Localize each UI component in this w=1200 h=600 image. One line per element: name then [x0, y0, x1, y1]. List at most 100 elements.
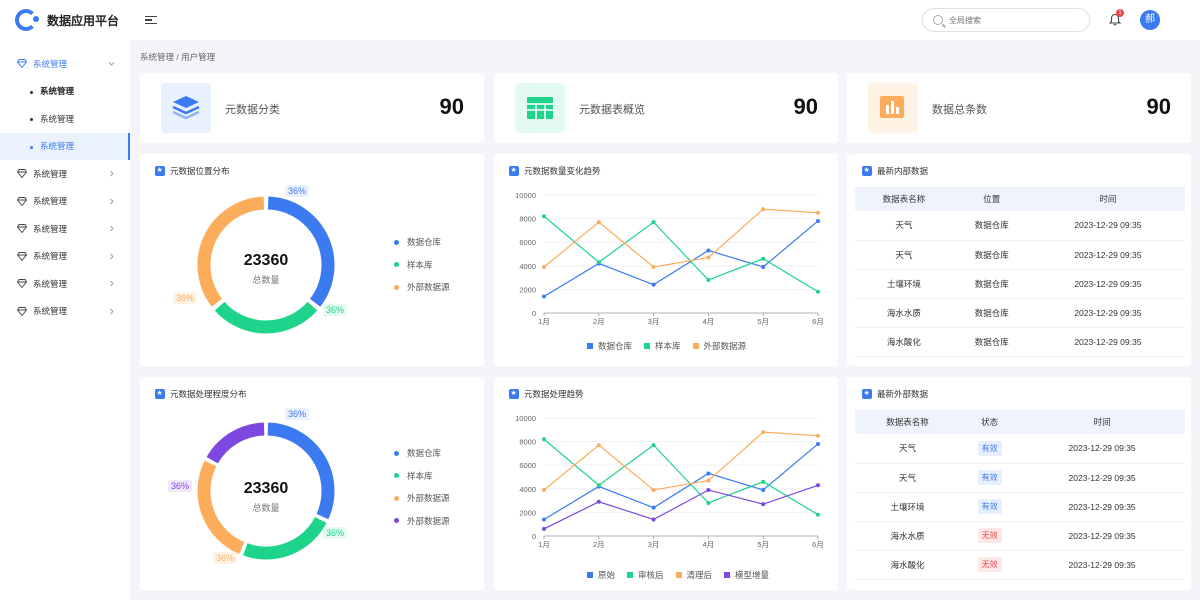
- sidebar-group[interactable]: 系统管理: [0, 215, 130, 243]
- data-point[interactable]: [761, 207, 766, 212]
- table-row[interactable]: 天气 有效 2023-12-29 09:35: [855, 463, 1185, 493]
- donut-slice[interactable]: [197, 460, 245, 555]
- donut-total-label: 总数量: [252, 275, 280, 285]
- sidebar-group[interactable]: 系统管理: [0, 243, 130, 271]
- data-point[interactable]: [542, 437, 546, 442]
- data-point[interactable]: [651, 517, 656, 522]
- data-point[interactable]: [761, 256, 766, 261]
- data-point[interactable]: [706, 478, 711, 483]
- pct-label: 36%: [323, 527, 348, 539]
- sidebar-subitem-active[interactable]: 系统管理: [0, 132, 130, 160]
- data-point[interactable]: [816, 512, 820, 517]
- donut-slice[interactable]: [267, 422, 335, 520]
- donut-total: 23360: [243, 480, 289, 497]
- data-point[interactable]: [816, 433, 820, 438]
- table-cell: 海水酸化: [855, 550, 960, 580]
- y-tick-label: 8000: [519, 438, 536, 447]
- notification-bell-icon[interactable]: 1: [1109, 9, 1124, 26]
- line-chart-process: 0 2000 4000 6000 8000 10000 1月 2月 3月 4月 5月 6月: [515, 414, 824, 549]
- data-point[interactable]: [816, 289, 820, 294]
- external-data-table: 数据表名称 状态 时间 天气 有效 2023-12-29 09:35 天气 有效 2023-12…: [855, 410, 1185, 580]
- sidebar-subitem[interactable]: 系统管理: [0, 105, 130, 133]
- avatar[interactable]: 郝: [1140, 10, 1160, 30]
- app-logo[interactable]: 数据应用平台: [15, 9, 119, 31]
- data-point[interactable]: [596, 483, 601, 488]
- data-point[interactable]: [761, 487, 766, 492]
- data-point[interactable]: [542, 264, 546, 269]
- table-row[interactable]: 海水酸化 数据仓库 2023-12-29 09:35: [855, 327, 1185, 357]
- table-row[interactable]: 土壤环境 有效 2023-12-29 09:35: [855, 492, 1185, 522]
- status-cell: 有效: [959, 492, 1020, 522]
- donut-slice[interactable]: [197, 196, 265, 307]
- data-point[interactable]: [542, 294, 546, 299]
- legend: 数据仓库 样本库 外部数据源: [587, 340, 758, 352]
- data-point[interactable]: [706, 500, 711, 505]
- data-point[interactable]: [706, 471, 711, 476]
- data-point[interactable]: [761, 502, 766, 507]
- menu-toggle-icon[interactable]: [145, 15, 158, 25]
- data-point[interactable]: [651, 505, 656, 510]
- sidebar-group[interactable]: 系统管理: [0, 160, 130, 188]
- logo-icon: [15, 9, 39, 31]
- legend: 数据仓库 样本库 外部数据源 外部数据源: [394, 442, 450, 532]
- data-point[interactable]: [651, 220, 656, 225]
- sidebar-group-label: 系统管理: [33, 223, 68, 234]
- data-point[interactable]: [542, 487, 546, 492]
- stat-card-tables: 元数据表概览 90: [494, 73, 838, 143]
- table-header: 数据表名称: [855, 187, 953, 211]
- sidebar-group[interactable]: 系统管理: [0, 270, 130, 298]
- data-point[interactable]: [761, 430, 766, 435]
- sidebar-group[interactable]: 系统管理: [0, 188, 130, 216]
- table-row[interactable]: 天气 数据仓库 2023-12-29 09:35: [855, 240, 1185, 270]
- data-point[interactable]: [542, 517, 546, 522]
- data-point[interactable]: [706, 248, 711, 253]
- data-point[interactable]: [651, 264, 656, 269]
- data-point[interactable]: [816, 441, 820, 446]
- chevron-right-icon: [110, 198, 114, 204]
- table-header: 数据表名称: [855, 410, 960, 434]
- data-point[interactable]: [706, 277, 711, 282]
- donut-slice[interactable]: [267, 196, 335, 307]
- y-tick-label: 10000: [515, 414, 536, 423]
- data-point[interactable]: [596, 260, 601, 265]
- table-row[interactable]: 海水酸化 无效 2023-12-29 09:35: [855, 550, 1185, 580]
- donut-slice[interactable]: [214, 301, 318, 334]
- table-row[interactable]: 海水水质 无效 2023-12-29 09:35: [855, 521, 1185, 551]
- data-point[interactable]: [596, 499, 601, 504]
- donut-slice[interactable]: [243, 516, 327, 560]
- data-point[interactable]: [596, 220, 601, 225]
- table-row[interactable]: 海水水质 数据仓库 2023-12-29 09:35: [855, 298, 1185, 328]
- status-badge: 有效: [977, 499, 1002, 514]
- data-point[interactable]: [651, 282, 656, 287]
- data-point[interactable]: [542, 214, 546, 219]
- data-point[interactable]: [651, 443, 656, 448]
- donut-slice[interactable]: [206, 422, 265, 464]
- table-row[interactable]: 土壤环境 数据仓库 2023-12-29 09:35: [855, 269, 1185, 299]
- table-cell: 数据仓库: [952, 211, 1031, 241]
- legend-item: 样本库: [644, 340, 681, 352]
- data-point[interactable]: [706, 487, 711, 492]
- legend: 原始 审核后 清理后 模型增量: [587, 569, 781, 581]
- gem-icon: [17, 306, 27, 316]
- data-point[interactable]: [651, 487, 656, 492]
- table-row[interactable]: 天气 有效 2023-12-29 09:35: [855, 434, 1185, 464]
- global-search[interactable]: [922, 8, 1090, 32]
- sidebar-group[interactable]: 系统管理: [0, 298, 130, 326]
- data-point[interactable]: [816, 218, 820, 223]
- data-point[interactable]: [596, 443, 601, 448]
- data-point[interactable]: [816, 483, 820, 488]
- donut-center: 23360 总数量: [236, 480, 296, 514]
- search-input[interactable]: [949, 15, 1069, 25]
- y-tick-label: 2000: [519, 285, 536, 294]
- data-point[interactable]: [542, 526, 546, 531]
- legend-item: 外部数据源: [394, 276, 450, 299]
- table-row[interactable]: 天气 数据仓库 2023-12-29 09:35: [855, 211, 1185, 241]
- data-point[interactable]: [761, 264, 766, 269]
- sidebar-subitem[interactable]: 系统管理: [0, 78, 130, 106]
- sidebar-group-system-open[interactable]: 系统管理: [0, 50, 130, 78]
- donut-card-location: 元数据位置分布 23360 总数量 36% 36% 36% 数据仓库 样本库 外…: [140, 154, 484, 366]
- data-point[interactable]: [761, 479, 766, 484]
- data-point[interactable]: [706, 255, 711, 260]
- data-point[interactable]: [816, 210, 820, 215]
- donut-chart-process: [197, 422, 335, 560]
